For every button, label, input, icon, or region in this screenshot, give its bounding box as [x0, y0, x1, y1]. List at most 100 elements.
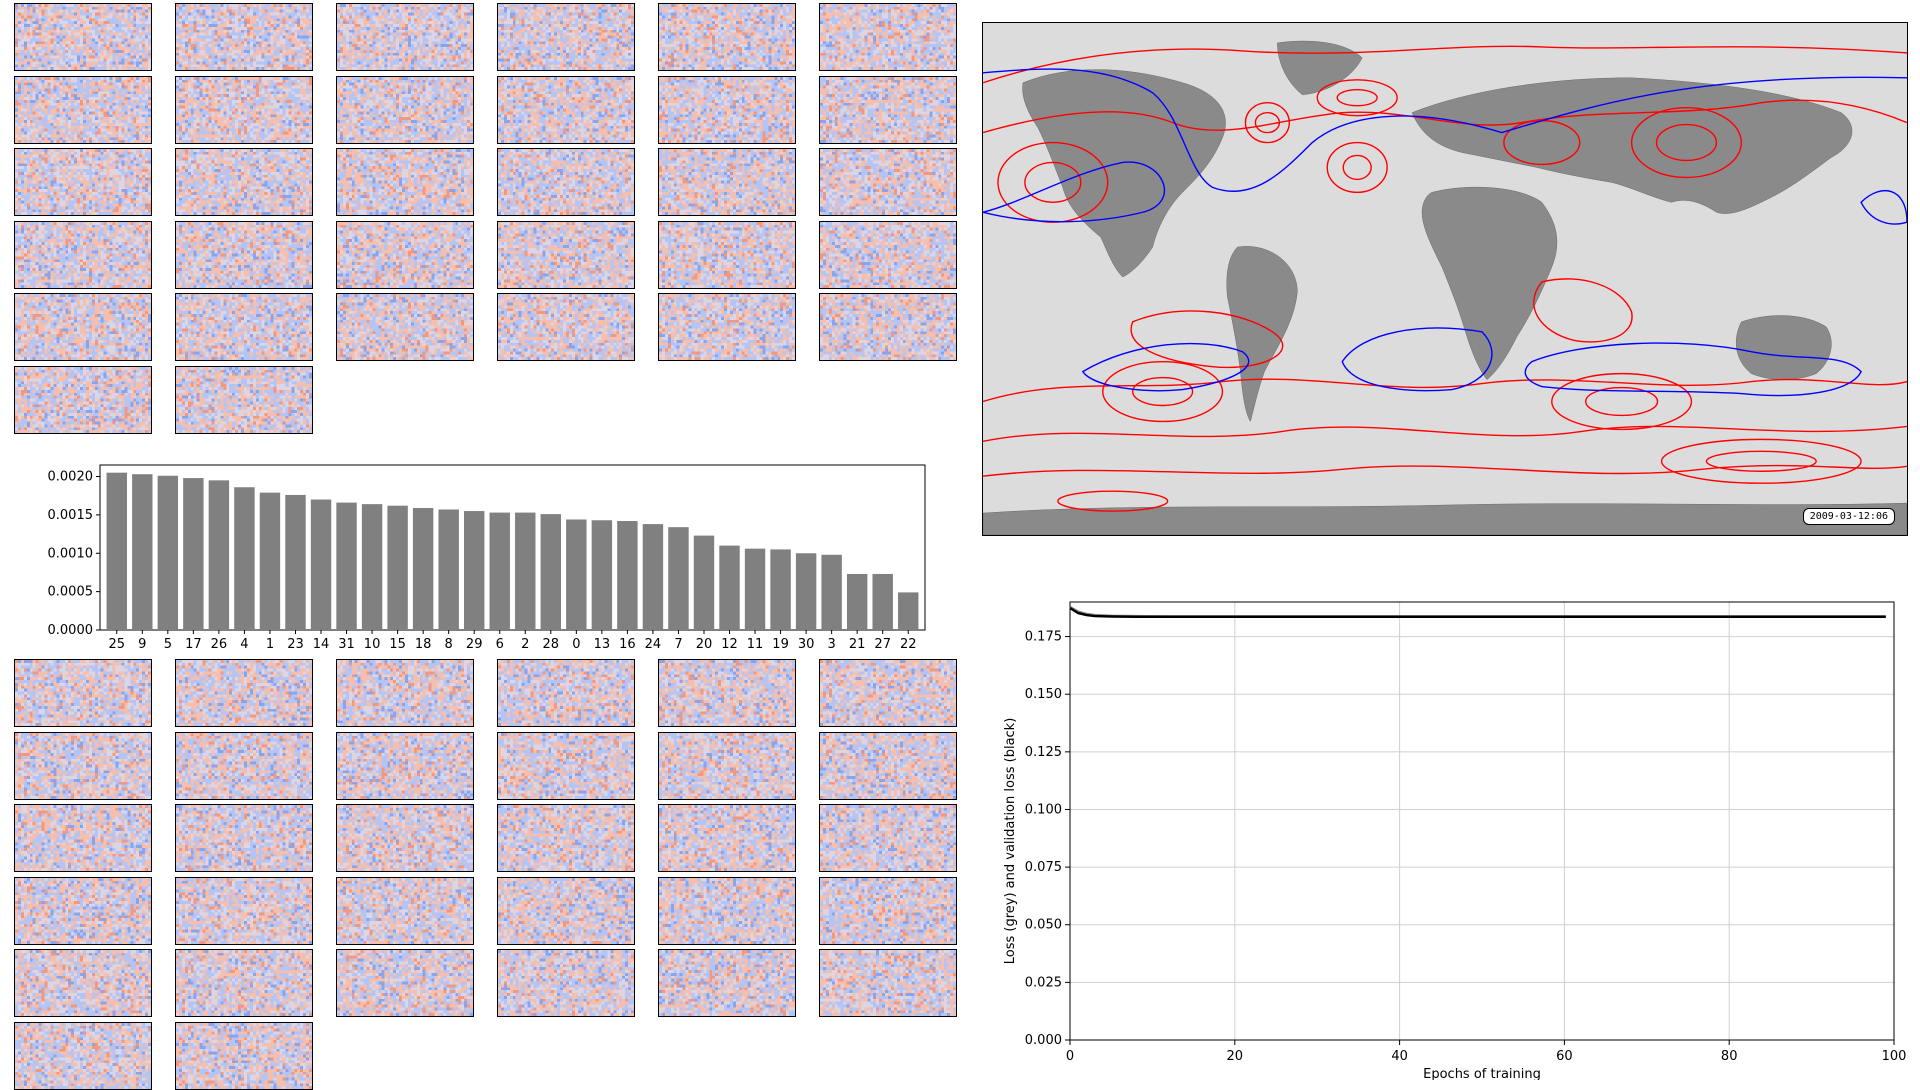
weight-map-tile [175, 148, 313, 216]
weight-map-tile [14, 1022, 152, 1090]
weight-map-tile [497, 732, 635, 800]
bar-y-tick-label: 0.0015 [48, 508, 94, 523]
weight-map-tile [819, 732, 957, 800]
bar-y-tick-label: 0.0005 [48, 585, 94, 600]
bar [694, 536, 714, 630]
weight-map-tile [175, 3, 313, 71]
bar-x-tick-label: 24 [645, 637, 662, 652]
weight-map-tile [819, 3, 957, 71]
bar-y-tick-label: 0.0000 [48, 623, 94, 638]
bar-y-tick-label: 0.0020 [48, 470, 94, 485]
weight-map-tile [819, 293, 957, 361]
map-date-label: 2009-03-12:06 [1803, 508, 1895, 525]
bar [847, 574, 867, 630]
bar-x-tick-label: 12 [721, 637, 738, 652]
weight-map-tile [497, 804, 635, 872]
weight-map-tile [175, 949, 313, 1017]
bar [158, 476, 178, 630]
weight-map-tile [14, 221, 152, 289]
weight-map-tile [14, 804, 152, 872]
bar [541, 514, 561, 630]
weight-map-tile [14, 293, 152, 361]
bar [898, 592, 918, 630]
loss-x-tick-label: 60 [1556, 1049, 1573, 1064]
bar [745, 549, 765, 630]
loss-x-tick-label: 40 [1391, 1049, 1408, 1064]
weight-map-tile [336, 76, 474, 144]
bar-x-tick-label: 14 [313, 637, 330, 652]
bar-x-tick-label: 0 [572, 637, 580, 652]
bar-x-tick-label: 1 [266, 637, 274, 652]
weight-map-tile [336, 732, 474, 800]
bar-x-tick-label: 31 [338, 637, 355, 652]
bar-x-tick-label: 13 [594, 637, 611, 652]
bar [387, 506, 407, 630]
bar [438, 510, 458, 630]
weight-map-tile [658, 3, 796, 71]
loss-y-tick-label: 0.075 [1025, 860, 1062, 875]
bar-x-tick-label: 6 [496, 637, 504, 652]
bar [668, 527, 688, 630]
map-svg [983, 23, 1907, 535]
loss-x-tick-label: 80 [1721, 1049, 1738, 1064]
weight-map-tile [497, 76, 635, 144]
weight-map-tile [658, 732, 796, 800]
bar [464, 511, 484, 630]
weight-map-tile [497, 949, 635, 1017]
weight-map-tile [14, 949, 152, 1017]
weight-map-tile [175, 877, 313, 945]
weight-map-tile [497, 221, 635, 289]
weight-map-tile [175, 293, 313, 361]
weight-map-tile [497, 659, 635, 727]
weight-map-tile [175, 76, 313, 144]
bar-x-tick-label: 15 [389, 637, 406, 652]
weight-map-tile [336, 949, 474, 1017]
weather-map: 2009-03-12:06 [982, 22, 1908, 536]
weight-map-tile [336, 659, 474, 727]
weight-map-tile [497, 293, 635, 361]
loss-y-tick-label: 0.125 [1025, 745, 1062, 760]
weight-map-tile [175, 804, 313, 872]
weight-map-tile [658, 949, 796, 1017]
weight-map-tile [819, 221, 957, 289]
bar-x-tick-label: 29 [466, 637, 483, 652]
bar [234, 487, 254, 630]
loss-x-tick-label: 0 [1066, 1049, 1074, 1064]
bar-x-tick-label: 4 [240, 637, 248, 652]
antarctica-landmass [983, 503, 1907, 535]
weight-map-tile [819, 148, 957, 216]
bar [719, 546, 739, 630]
bar [285, 495, 305, 630]
bar-x-tick-label: 3 [828, 637, 836, 652]
bar-x-tick-label: 5 [164, 637, 172, 652]
bar [872, 574, 892, 630]
bar-x-tick-label: 16 [619, 637, 636, 652]
bar [132, 474, 152, 630]
bar-x-tick-label: 19 [772, 637, 789, 652]
weight-map-tile [175, 659, 313, 727]
bar [796, 553, 816, 630]
bar-x-tick-label: 30 [798, 637, 815, 652]
bar [490, 513, 510, 630]
bar-y-tick-label: 0.0010 [48, 546, 94, 561]
loss-y-axis-label: Loss (grey) and validation loss (black) [1003, 718, 1018, 965]
loss-x-tick-label: 20 [1227, 1049, 1244, 1064]
bar [413, 508, 433, 630]
bar-x-tick-label: 17 [185, 637, 202, 652]
loss-y-tick-label: 0.100 [1025, 802, 1062, 817]
loss-y-tick-label: 0.000 [1025, 1033, 1062, 1048]
bar-x-tick-label: 8 [445, 637, 453, 652]
bar [566, 519, 586, 630]
loss-y-tick-label: 0.050 [1025, 918, 1062, 933]
weight-map-tile [497, 877, 635, 945]
bar-x-tick-label: 26 [211, 637, 228, 652]
bar-x-tick-label: 11 [747, 637, 764, 652]
weight-map-tile [658, 804, 796, 872]
weight-map-tile [819, 804, 957, 872]
weight-map-tile [175, 221, 313, 289]
weight-map-tile [14, 732, 152, 800]
bar-x-tick-label: 10 [364, 637, 381, 652]
australia-landmass [1736, 316, 1831, 380]
